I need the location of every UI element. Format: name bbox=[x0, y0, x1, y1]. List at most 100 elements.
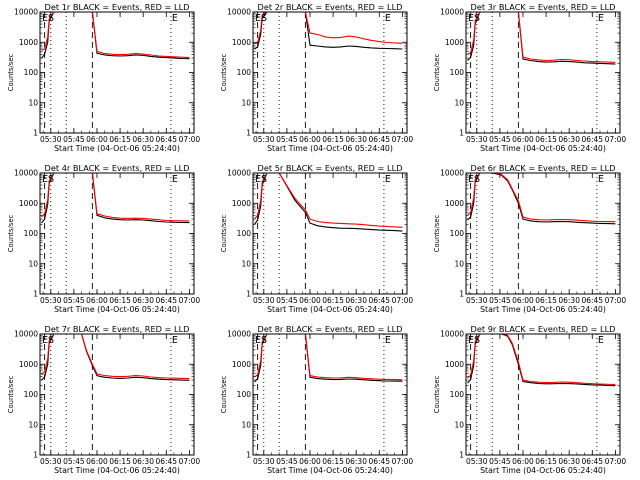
y-tick-label: 10000 bbox=[227, 330, 251, 339]
x-tick-label: 07:00 bbox=[392, 457, 414, 466]
x-tick-label: 06:45 bbox=[581, 135, 603, 144]
panel-title: Det 3r BLACK = Events, RED = LLD bbox=[471, 2, 616, 12]
x-tick-label: 06:00 bbox=[512, 296, 534, 305]
panel-title: Det 4r BLACK = Events, RED = LLD bbox=[45, 163, 190, 173]
x-tick-label: 05:45 bbox=[489, 457, 511, 466]
y-tick-label: 1000 bbox=[19, 199, 38, 208]
x-tick-label: 06:15 bbox=[109, 135, 131, 144]
y-tick-label: 10 bbox=[28, 98, 38, 107]
x-tick-label: 06:30 bbox=[558, 457, 580, 466]
marker-label-left: ES bbox=[42, 13, 54, 24]
y-tick-label: 10000 bbox=[440, 169, 464, 178]
x-axis-label: Start Time (04-Oct-06 05:24:40) bbox=[54, 144, 180, 153]
y-tick-label: 1000 bbox=[445, 199, 464, 208]
y-axis-label: Counts/sec bbox=[220, 215, 228, 253]
x-tick-label: 06:30 bbox=[558, 135, 580, 144]
y-tick-label: 1 bbox=[459, 290, 464, 299]
y-tick-label: 1 bbox=[33, 451, 38, 460]
x-tick-label: 06:00 bbox=[299, 296, 321, 305]
panel-title: Det 5r BLACK = Events, RED = LLD bbox=[258, 163, 403, 173]
detector-panel: Det 5r BLACK = Events, RED = LLD 1 10 100 10… bbox=[220, 163, 413, 314]
x-tick-label: 05:30 bbox=[40, 296, 62, 305]
x-tick-label: 05:45 bbox=[276, 457, 298, 466]
x-tick-label: 05:45 bbox=[63, 457, 85, 466]
marker-label-left: ES bbox=[255, 335, 267, 346]
y-tick-label: 10000 bbox=[440, 8, 464, 17]
marker-label-left: ES bbox=[468, 13, 480, 24]
x-axis-label: Start Time (04-Oct-06 05:24:40) bbox=[54, 305, 180, 314]
x-tick-label: 05:45 bbox=[276, 135, 298, 144]
x-tick-label: 06:45 bbox=[368, 296, 390, 305]
x-tick-label: 07:00 bbox=[179, 135, 201, 144]
y-tick-label: 100 bbox=[450, 390, 465, 399]
x-tick-label: 05:30 bbox=[466, 457, 488, 466]
y-tick-label: 10000 bbox=[14, 169, 38, 178]
y-tick-label: 1 bbox=[246, 290, 251, 299]
x-tick-label: 05:30 bbox=[466, 135, 488, 144]
x-tick-label: 07:00 bbox=[392, 135, 414, 144]
x-tick-label: 06:45 bbox=[155, 457, 177, 466]
y-tick-label: 10 bbox=[241, 98, 251, 107]
y-tick-label: 100 bbox=[450, 68, 465, 77]
marker-label-left: ES bbox=[468, 174, 480, 185]
y-tick-label: 10000 bbox=[14, 330, 38, 339]
y-tick-label: 100 bbox=[24, 229, 39, 238]
x-tick-label: 05:30 bbox=[40, 135, 62, 144]
x-tick-label: 05:30 bbox=[253, 135, 275, 144]
detector-panel: Det 7r BLACK = Events, RED = LLD 1 10 100 10… bbox=[7, 324, 200, 475]
x-tick-label: 05:30 bbox=[253, 457, 275, 466]
lld-series-line bbox=[467, 12, 616, 63]
x-tick-label: 05:45 bbox=[489, 296, 511, 305]
marker-label-left: ES bbox=[468, 335, 480, 346]
x-tick-label: 05:30 bbox=[466, 296, 488, 305]
x-axis-label: Start Time (04-Oct-06 05:24:40) bbox=[267, 144, 393, 153]
x-tick-label: 06:15 bbox=[535, 135, 557, 144]
marker-label-left: ES bbox=[42, 174, 54, 185]
y-tick-label: 10 bbox=[241, 259, 251, 268]
y-axis-label: Counts/sec bbox=[433, 54, 441, 92]
x-tick-label: 05:45 bbox=[63, 135, 85, 144]
x-tick-label: 07:00 bbox=[605, 296, 627, 305]
y-tick-label: 100 bbox=[24, 390, 39, 399]
x-tick-label: 06:30 bbox=[132, 135, 154, 144]
y-axis-label: Counts/sec bbox=[220, 54, 228, 92]
lld-series-line bbox=[41, 334, 190, 380]
y-tick-label: 1000 bbox=[19, 360, 38, 369]
panel-title: Det 6r BLACK = Events, RED = LLD bbox=[471, 163, 616, 173]
x-axis-label: Start Time (04-Oct-06 05:24:40) bbox=[480, 466, 606, 475]
y-tick-label: 10000 bbox=[440, 330, 464, 339]
x-tick-label: 06:15 bbox=[535, 457, 557, 466]
marker-label-left: ES bbox=[255, 13, 267, 24]
events-series-line bbox=[254, 334, 403, 383]
x-tick-label: 06:00 bbox=[86, 135, 108, 144]
detector-panel: Det 9r BLACK = Events, RED = LLD 1 10 100 10… bbox=[433, 324, 626, 475]
x-tick-label: 06:00 bbox=[512, 457, 534, 466]
x-tick-label: 06:30 bbox=[132, 296, 154, 305]
panel-title: Det 7r BLACK = Events, RED = LLD bbox=[45, 324, 190, 334]
x-axis-label: Start Time (04-Oct-06 05:24:40) bbox=[267, 466, 393, 475]
x-tick-label: 05:30 bbox=[40, 457, 62, 466]
x-tick-label: 07:00 bbox=[605, 135, 627, 144]
marker-label-left: ES bbox=[255, 174, 267, 185]
x-axis-label: Start Time (04-Oct-06 05:24:40) bbox=[267, 305, 393, 314]
marker-label-right: E bbox=[598, 174, 604, 185]
marker-label-right: E bbox=[598, 335, 604, 346]
y-tick-label: 100 bbox=[24, 68, 39, 77]
y-axis-label: Counts/sec bbox=[433, 215, 441, 253]
x-tick-label: 06:15 bbox=[322, 296, 344, 305]
panel-title: Det 2r BLACK = Events, RED = LLD bbox=[258, 2, 403, 12]
x-tick-label: 06:45 bbox=[368, 135, 390, 144]
lld-series-line bbox=[254, 173, 403, 228]
x-tick-label: 07:00 bbox=[179, 296, 201, 305]
y-tick-label: 1000 bbox=[232, 360, 251, 369]
x-tick-label: 05:30 bbox=[253, 296, 275, 305]
lld-series-line bbox=[254, 12, 403, 45]
y-tick-label: 100 bbox=[450, 229, 465, 238]
events-series-line bbox=[467, 12, 616, 65]
x-tick-label: 06:30 bbox=[132, 457, 154, 466]
y-tick-label: 1 bbox=[246, 129, 251, 138]
marker-label-right: E bbox=[598, 13, 604, 24]
marker-label-right: E bbox=[172, 335, 178, 346]
y-tick-label: 100 bbox=[237, 390, 252, 399]
lld-series-line bbox=[467, 173, 616, 223]
